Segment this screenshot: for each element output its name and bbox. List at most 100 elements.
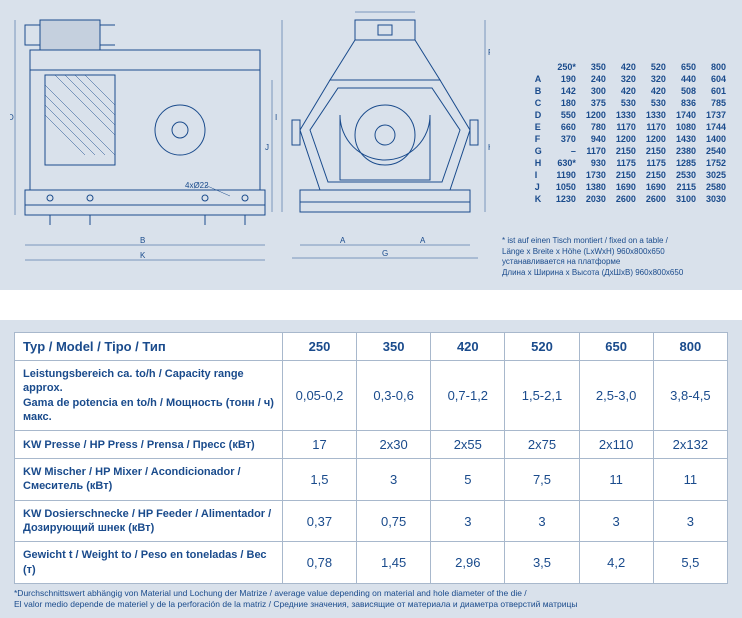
dim-row-label: A [531, 74, 550, 84]
dim-col-header: 650 [672, 62, 700, 72]
spec-cell: 17 [282, 431, 356, 459]
dim-cell: 142 [552, 86, 580, 96]
dim-cell: 1200 [612, 134, 640, 144]
dim-cell: 420 [612, 86, 640, 96]
dim-cell: 3100 [672, 194, 700, 204]
spec-col-header: 350 [357, 333, 431, 361]
svg-text:A: A [420, 236, 426, 245]
svg-text:D: D [10, 113, 14, 122]
spec-col-header: 520 [505, 333, 579, 361]
spec-row-label: Leistungsbereich ca. to/h / Capacity ran… [15, 361, 283, 431]
spec-cell: 0,05-0,2 [282, 361, 356, 431]
dim-cell: 1170 [642, 122, 670, 132]
dim-cell: 601 [702, 86, 730, 96]
dim-cell: 1740 [672, 110, 700, 120]
dim-cell: 2150 [642, 146, 670, 156]
spec-cell: 0,3-0,6 [357, 361, 431, 431]
svg-text:F: F [488, 48, 490, 57]
dim-cell: 2600 [642, 194, 670, 204]
dim-cell: 1744 [702, 122, 730, 132]
dim-cell: 836 [672, 98, 700, 108]
spec-cell: 0,37 [282, 500, 356, 542]
dim-cell: 3030 [702, 194, 730, 204]
spec-row-label: KW Dosierschnecke / HP Feeder / Alimenta… [15, 500, 283, 542]
dim-row-label: I [531, 170, 550, 180]
dim-row-label: E [531, 122, 550, 132]
dim-cell: 2580 [702, 182, 730, 192]
dim-cell: 3025 [702, 170, 730, 180]
dim-cell: 1170 [582, 146, 610, 156]
dim-row-label: G [531, 146, 550, 156]
spec-cell: 3,8-4,5 [653, 361, 727, 431]
dim-cell: 2600 [612, 194, 640, 204]
dim-cell: 320 [612, 74, 640, 84]
dim-cell: 1430 [672, 134, 700, 144]
dim-row-label: D [531, 110, 550, 120]
spec-cell: 3 [431, 500, 505, 542]
dim-cell: 785 [702, 98, 730, 108]
dim-cell: 930 [582, 158, 610, 168]
svg-text:B: B [140, 236, 145, 245]
spec-cell: 2x55 [431, 431, 505, 459]
dim-cell: 630* [552, 158, 580, 168]
dim-cell: 180 [552, 98, 580, 108]
dim-cell: 1200 [582, 110, 610, 120]
dim-cell: 1175 [612, 158, 640, 168]
dim-cell: 1080 [672, 122, 700, 132]
dim-cell: 1200 [642, 134, 670, 144]
dim-cell: 604 [702, 74, 730, 84]
dim-cell: 370 [552, 134, 580, 144]
dim-cell: 1730 [582, 170, 610, 180]
spec-cell: 1,5-2,1 [505, 361, 579, 431]
dim-cell: 1050 [552, 182, 580, 192]
spec-cell: 11 [653, 459, 727, 501]
spec-cell: 3 [505, 500, 579, 542]
dim-col-header: 800 [702, 62, 730, 72]
spec-col-header: 800 [653, 333, 727, 361]
dim-row-label: B [531, 86, 550, 96]
svg-text:K: K [140, 251, 146, 260]
dim-col-header: 520 [642, 62, 670, 72]
spec-footnote: *Durchschnittswert abhängig von Material… [14, 588, 728, 610]
dim-cell: 190 [552, 74, 580, 84]
dim-cell: 1285 [672, 158, 700, 168]
dim-cell: 1175 [642, 158, 670, 168]
spec-cell: 3 [357, 459, 431, 501]
spec-col-header: Typ / Model / Tipo / Тип [15, 333, 283, 361]
spec-cell: 2,5-3,0 [579, 361, 653, 431]
technical-drawing: 4xØ22 BK D E [10, 10, 490, 280]
dim-cell: 1690 [642, 182, 670, 192]
svg-text:C: C [382, 10, 388, 12]
dim-cell: 530 [612, 98, 640, 108]
spec-col-header: 420 [431, 333, 505, 361]
dim-row-label: C [531, 98, 550, 108]
svg-text:A: A [340, 236, 346, 245]
dim-cell: 1190 [552, 170, 580, 180]
dim-row-label: K [531, 194, 550, 204]
spec-cell: 2x132 [653, 431, 727, 459]
dim-cell: 2380 [672, 146, 700, 156]
dim-cell: 420 [642, 86, 670, 96]
dim-col-header: 420 [612, 62, 640, 72]
dim-col-header [531, 62, 550, 72]
spec-cell: 5 [431, 459, 505, 501]
dim-cell: 2150 [612, 170, 640, 180]
spec-row-label: KW Presse / HP Press / Prensa / Пресс (к… [15, 431, 283, 459]
dim-cell: 440 [672, 74, 700, 84]
dim-cell: 240 [582, 74, 610, 84]
spec-cell: 3,5 [505, 542, 579, 584]
dim-cell: 1170 [612, 122, 640, 132]
spec-cell: 1,5 [282, 459, 356, 501]
dim-row-label: F [531, 134, 550, 144]
spec-cell: 5,5 [653, 542, 727, 584]
dim-cell: 780 [582, 122, 610, 132]
dim-cell: 2150 [642, 170, 670, 180]
dim-cell: 1752 [702, 158, 730, 168]
svg-text:J: J [265, 143, 269, 152]
dim-col-header: 250* [552, 62, 580, 72]
dim-cell: 2530 [672, 170, 700, 180]
spec-row-label: KW Mischer / HP Mixer / Acondicionador /… [15, 459, 283, 501]
dim-cell: 1230 [552, 194, 580, 204]
spec-cell: 2,96 [431, 542, 505, 584]
dim-row-label: J [531, 182, 550, 192]
